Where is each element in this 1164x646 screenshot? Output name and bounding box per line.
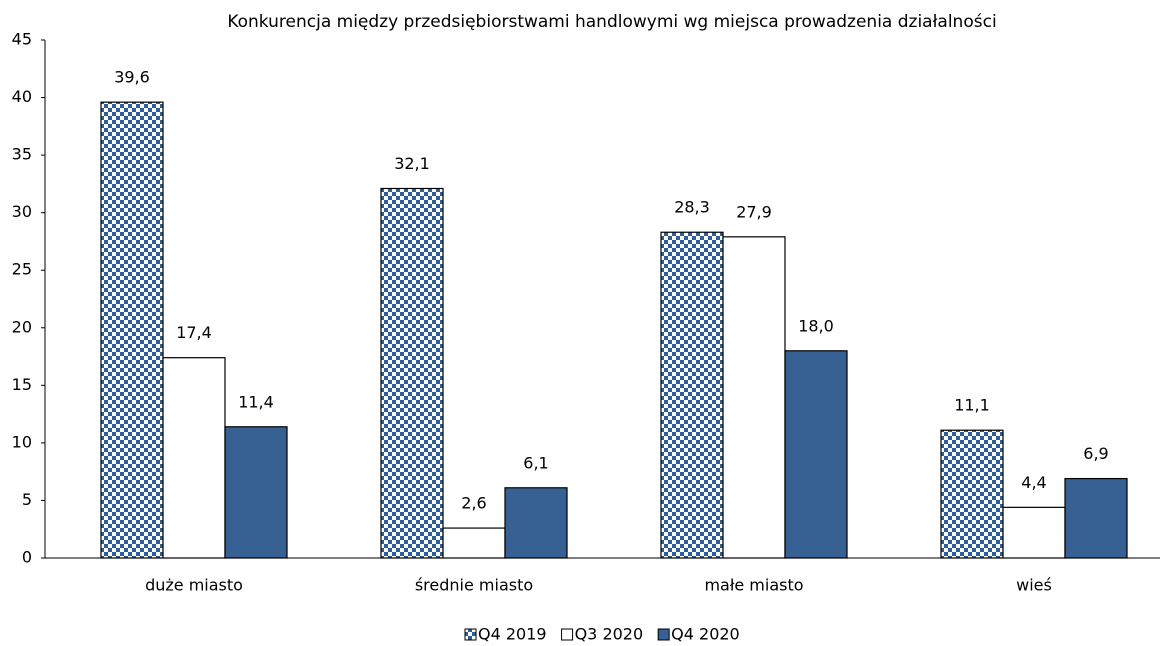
y-tick-label: 25 xyxy=(12,260,32,279)
bar xyxy=(224,426,288,559)
x-tick-label: duże miasto xyxy=(145,576,243,595)
y-tick-label: 0 xyxy=(22,548,32,567)
y-tick-label: 15 xyxy=(12,375,32,394)
bar xyxy=(722,236,786,559)
value-label: 17,4 xyxy=(176,323,212,342)
value-label: 2,6 xyxy=(461,494,486,513)
value-label: 6,1 xyxy=(523,453,548,472)
y-tick-label: 30 xyxy=(12,202,32,221)
y-tick-label: 40 xyxy=(12,87,32,106)
chart-title: Konkurencja między przedsiębiorstwami ha… xyxy=(227,12,996,32)
x-tick-label: średnie miasto xyxy=(415,576,533,595)
legend-swatch xyxy=(464,628,477,641)
bar xyxy=(442,527,506,559)
legend: Q4 2019 Q3 2020 Q4 2020 xyxy=(464,625,740,644)
x-tick-label: małe miasto xyxy=(704,576,803,595)
value-label: 28,3 xyxy=(674,198,710,217)
bar xyxy=(380,187,444,559)
legend-swatch xyxy=(561,628,574,641)
bar xyxy=(100,101,164,559)
value-label: 4,4 xyxy=(1021,473,1046,492)
legend-label: Q3 2020 xyxy=(575,625,644,644)
y-tick-label: 20 xyxy=(12,317,32,336)
bar xyxy=(504,487,568,559)
value-label: 11,1 xyxy=(954,396,990,415)
bar xyxy=(1002,506,1066,559)
value-label: 27,9 xyxy=(736,202,772,221)
bar xyxy=(940,429,1004,559)
value-label: 39,6 xyxy=(114,68,150,87)
value-label: 6,9 xyxy=(1083,444,1108,463)
x-tick-label: wieś xyxy=(1016,576,1052,595)
y-tick-label: 10 xyxy=(12,432,32,451)
legend-label: Q4 2020 xyxy=(671,625,740,644)
y-tick-label: 45 xyxy=(12,30,32,49)
legend-swatch xyxy=(657,628,670,641)
value-label: 11,4 xyxy=(238,392,274,411)
y-tick-label: 5 xyxy=(22,490,32,509)
value-label: 18,0 xyxy=(798,316,834,335)
bar xyxy=(784,350,848,559)
bar xyxy=(660,231,724,559)
legend-label: Q4 2019 xyxy=(478,625,547,644)
bar xyxy=(162,357,226,559)
bar xyxy=(1064,477,1128,559)
y-tick-label: 35 xyxy=(12,145,32,164)
value-label: 32,1 xyxy=(394,154,430,173)
